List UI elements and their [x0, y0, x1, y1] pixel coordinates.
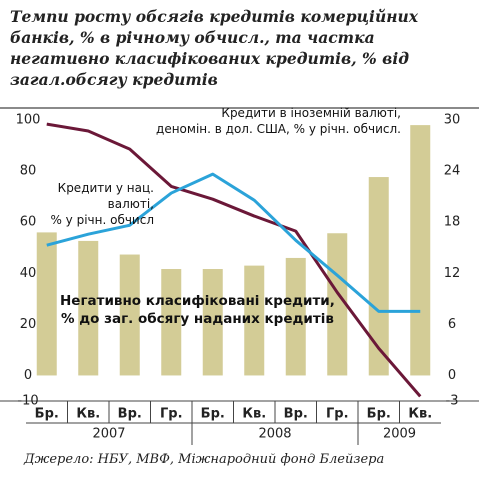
x-tick-label: Кв.	[242, 407, 266, 422]
bar	[368, 177, 389, 376]
y2-tick-label: 0	[448, 368, 456, 383]
chart: -10 0 20 40 60 80 100 -3 0 6 12 18 24 30 Бр. Кв. Вр. Гр. Б…	[0, 107, 479, 445]
y2-tick-label: 30	[444, 113, 461, 128]
y2-tick-label: 18	[444, 215, 461, 230]
bar	[36, 232, 57, 376]
x-tick-label: Бр.	[367, 407, 391, 422]
bar	[327, 233, 348, 376]
y2-tick-label: 6	[448, 317, 456, 332]
x-tick-label: Гр.	[326, 407, 349, 422]
bar	[161, 269, 182, 376]
legend-entry: Негативно класифіковані кредити, % до за…	[60, 293, 335, 327]
year-label: 2008	[258, 427, 291, 442]
year-label: 2009	[383, 427, 416, 442]
y2-tick-label: 12	[444, 266, 461, 281]
legend-entry: Кредити в іноземній валюті, деномін. в д…	[156, 106, 401, 136]
y-tick-label: 80	[20, 164, 37, 179]
bar	[285, 257, 306, 376]
y-tick-label: 100	[16, 113, 41, 128]
chart-title: Темпи росту обсягів кредитів комерційних…	[10, 7, 419, 89]
y-tick-label: 0	[24, 368, 32, 383]
legend-entry: Кредити у нац. валюті, % у річн. обчисл	[50, 181, 154, 227]
y2-tick-label: 24	[444, 164, 461, 179]
bar	[410, 125, 431, 376]
y-tick-label: 40	[20, 266, 37, 281]
x-tick-label: Бр.	[35, 407, 59, 422]
x-tick-label: Гр.	[160, 407, 183, 422]
year-label: 2007	[92, 427, 125, 442]
line	[46, 172, 421, 313]
y-tick-label: -10	[17, 394, 38, 409]
y-tick-label: 20	[20, 317, 37, 332]
x-tick-label: Кв.	[76, 407, 100, 422]
bar	[202, 269, 223, 376]
x-tick-label: Вр.	[118, 407, 142, 422]
source: Джерело: НБУ, МВФ, Міжнародний фонд Блей…	[24, 452, 385, 467]
bar	[78, 240, 99, 376]
x-tick-label: Бр.	[201, 407, 225, 422]
x-tick-label: Кв.	[408, 407, 432, 422]
bar	[244, 265, 265, 376]
line	[46, 122, 422, 398]
y2-tick-label: -3	[446, 394, 459, 409]
x-tick-label: Вр.	[284, 407, 308, 422]
y-tick-label: 60	[20, 215, 37, 230]
bar	[119, 254, 140, 376]
